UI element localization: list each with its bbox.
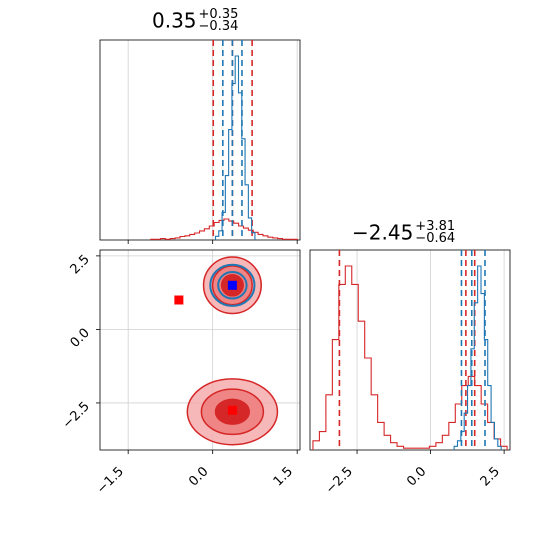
- panel-3-title-minus: −0.64: [415, 230, 456, 246]
- x-tick-label: 0.0: [404, 464, 429, 489]
- panel-1-title-plus: +0.35: [198, 6, 239, 22]
- y-tick-label: 0.0: [68, 326, 93, 351]
- y-tick-label: 2.5: [68, 252, 93, 277]
- panel-1-title: 0.35 +0.35 −0.34: [152, 6, 239, 34]
- panel-frame: [99, 39, 301, 241]
- panel-3-title: −2.45 +3.81 −0.64: [352, 218, 456, 246]
- truth-marker-red: [174, 295, 184, 305]
- x-tick-label: 0.0: [186, 464, 211, 489]
- truth-marker-blue: [227, 280, 237, 290]
- x-tick-label: 1.5: [271, 464, 296, 489]
- histogram-step-red: [312, 265, 508, 450]
- contour-level-blue: [217, 271, 248, 300]
- panel-2: −1.5 0.0 1.5 2.5 0.0 −2.5: [60, 249, 301, 497]
- panel-1: [99, 39, 301, 244]
- histogram-step-blue: [214, 55, 256, 240]
- y-tick-label: −2.5: [60, 399, 93, 432]
- panel-1-title-minus: −0.34: [198, 18, 239, 34]
- panel-frame: [99, 249, 301, 451]
- histogram-step-red: [150, 218, 298, 240]
- panel-3: −2.5 0.0 2.5: [309, 249, 511, 497]
- x-tick-label: −1.5: [94, 464, 127, 497]
- x-tick-label: 2.5: [478, 464, 503, 489]
- panel-3-title-plus: +3.81: [415, 218, 456, 234]
- x-tick-label: −2.5: [323, 464, 356, 497]
- panel-frame: [309, 249, 511, 451]
- contour-level-blue: [209, 263, 256, 307]
- truth-marker-red: [227, 405, 237, 415]
